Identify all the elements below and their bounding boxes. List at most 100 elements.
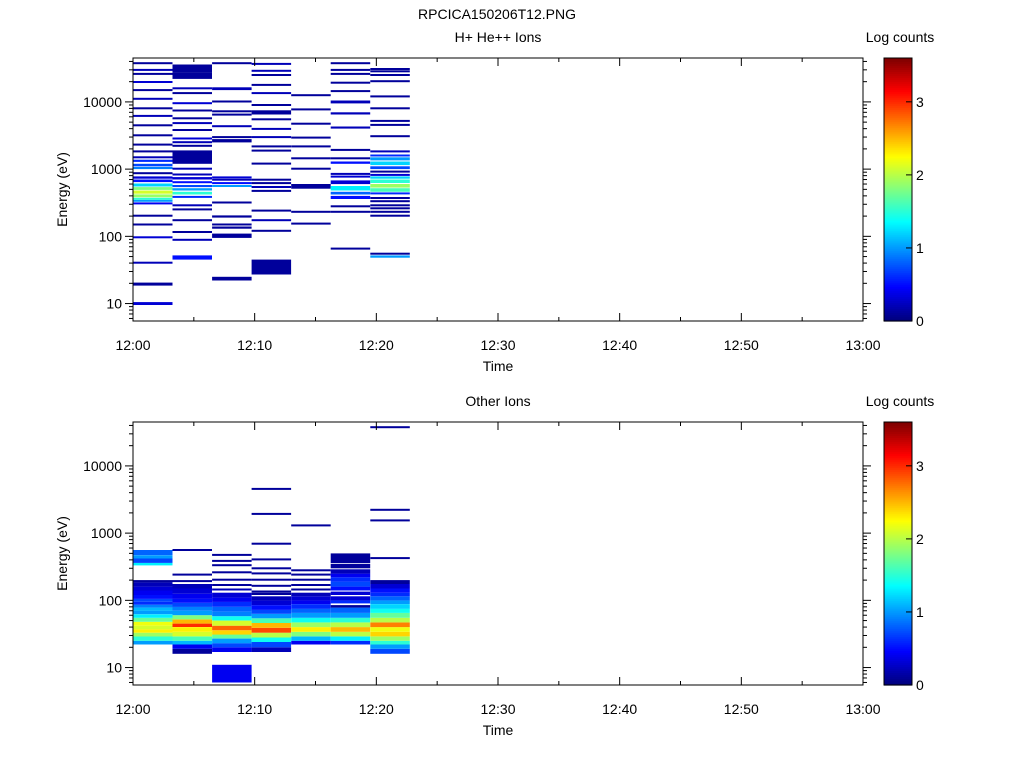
heatmap-cell (172, 580, 212, 583)
heatmap-cell (172, 141, 212, 144)
heatmap-cell (133, 580, 173, 583)
colorbar-step (884, 204, 912, 208)
heatmap-cell (212, 620, 252, 626)
heatmap-cell (330, 157, 371, 160)
heatmap-cell (212, 100, 252, 103)
heatmap-cell (133, 124, 173, 127)
heatmap-cell (251, 578, 292, 581)
heatmap-cell (370, 612, 410, 618)
heatmap-cell (251, 572, 292, 575)
heatmap-cell (370, 426, 410, 429)
x-tick-label: 13:00 (845, 337, 880, 353)
heatmap-cell (291, 600, 331, 604)
heatmap-cell (370, 627, 410, 632)
heatmap-cell (370, 200, 410, 203)
heatmap-cell (172, 167, 212, 170)
heatmap-cell (251, 512, 292, 515)
heatmap-cell (330, 573, 371, 578)
heatmap-cell (291, 596, 331, 601)
heatmap-cell (251, 74, 292, 76)
heatmap-cell (251, 623, 292, 628)
heatmap-cells (133, 426, 410, 683)
colorbar-step (884, 572, 912, 576)
heatmap-cell (251, 600, 292, 605)
colorbar-step (884, 598, 912, 602)
colorbar-step (884, 540, 912, 544)
colorbar-tick-label: 3 (916, 458, 924, 474)
colorbar-step (884, 66, 912, 69)
colorbar-step (884, 240, 912, 244)
colorbar-step (884, 518, 912, 521)
colorbar-step (884, 454, 912, 457)
colorbar-step (884, 608, 912, 612)
heatmap-cell (133, 607, 173, 611)
heatmap-cell (251, 162, 292, 165)
heatmap-cell (172, 102, 212, 105)
heatmap-cell (330, 622, 371, 628)
x-tick-label: 12:50 (724, 701, 759, 717)
heatmap-cell (251, 618, 292, 623)
heatmap-cell (212, 553, 252, 556)
colorbar-step (884, 74, 912, 77)
colorbar-step (884, 296, 912, 300)
colorbar-step (884, 638, 912, 642)
heatmap-cell (370, 188, 410, 192)
heatmap-cell (251, 567, 292, 570)
colorbar-step (884, 570, 912, 574)
heatmap-cell (251, 590, 292, 593)
colorbar-step (884, 472, 912, 475)
colorbar-step (884, 264, 912, 268)
colorbar-step (884, 124, 912, 127)
colorbar-step (884, 544, 912, 548)
heatmap-cell (133, 179, 173, 183)
heatmap-cell (330, 607, 371, 613)
y-axis-label: Energy (eV) (54, 152, 70, 227)
colorbar-step (884, 90, 912, 93)
colorbar-step (884, 432, 912, 435)
heatmap-cell (172, 109, 212, 112)
colorbar-step (884, 460, 912, 463)
colorbar-step (884, 310, 912, 314)
heatmap-cell (330, 627, 371, 632)
heatmap-cell (291, 592, 331, 597)
colorbar-step (884, 208, 912, 212)
heatmap-cell (251, 83, 292, 86)
heatmap-cell (133, 223, 173, 226)
y-tick-label: 100 (99, 228, 123, 244)
heatmap-cell (212, 276, 252, 281)
heatmap-cell (172, 64, 212, 73)
heatmap-cell (291, 136, 331, 139)
colorbar-tick-label: 1 (916, 240, 924, 256)
colorbar-step (884, 580, 912, 584)
colorbar-step (884, 526, 912, 530)
heatmap-cell (172, 177, 212, 180)
colorbar-step (884, 260, 912, 264)
colorbar-step (884, 492, 912, 495)
colorbar-frame (883, 57, 913, 322)
colorbar-step (884, 648, 912, 652)
heatmap-cell (330, 148, 371, 151)
heatmap-cell (370, 557, 410, 560)
heatmap-cell (172, 150, 212, 164)
colorbar-step (884, 678, 912, 682)
heatmap-cell (291, 608, 331, 613)
heatmap-cell (212, 201, 252, 204)
heatmap-cell (330, 581, 371, 587)
colorbar-step (884, 590, 912, 594)
colorbar-step (884, 262, 912, 266)
heatmap-cell (330, 81, 371, 84)
heatmap-cell (330, 205, 371, 208)
heatmap-cell (172, 238, 212, 241)
colorbar-step (884, 622, 912, 626)
colorbar-step (884, 486, 912, 489)
colorbar-step (884, 60, 912, 63)
heatmap-cell (330, 605, 371, 608)
y-axis-label: Energy (eV) (54, 516, 70, 591)
x-tick-label: 12:10 (237, 701, 272, 717)
heatmap-cell (370, 648, 410, 654)
heatmap-cell (291, 584, 331, 586)
colorbar-step (884, 498, 912, 501)
colorbar-step (884, 566, 912, 570)
colorbar-step (884, 134, 912, 137)
heatmap-cell (172, 137, 212, 140)
